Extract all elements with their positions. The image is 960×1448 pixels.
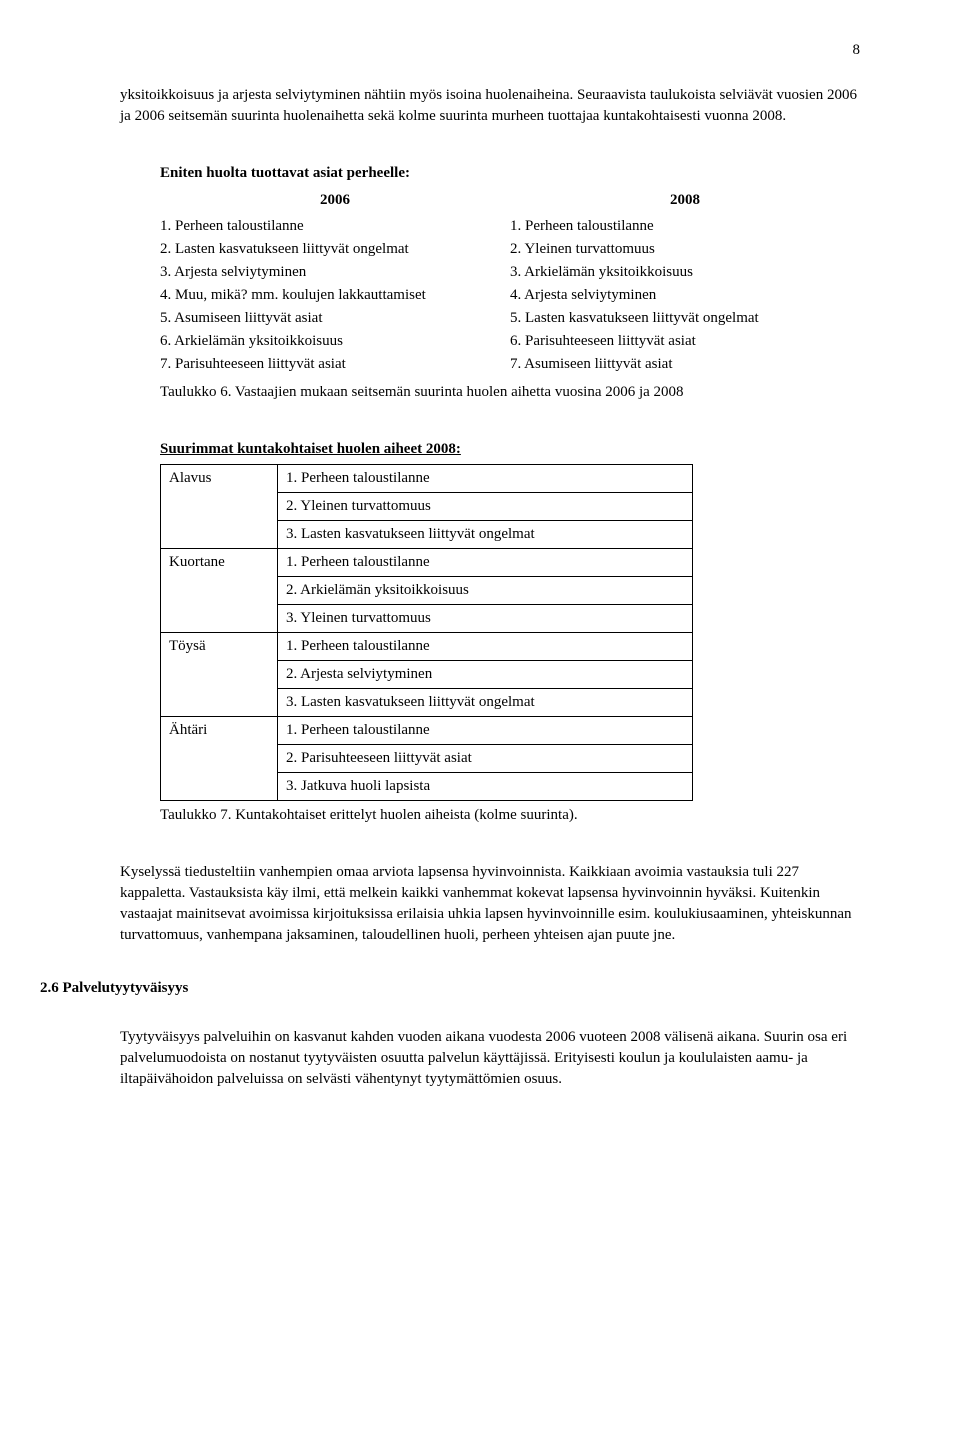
table-row: Alavus 1. Perheen taloustilanne [161,465,693,493]
eniten-col-2006: 2006 1. Perheen taloustilanne 2. Lasten … [160,190,510,376]
list-item: 5. Asumiseen liittyvät asiat [160,307,510,330]
list-item: 3. Arjesta selviytyminen [160,261,510,284]
list-item: 6. Arkielämän yksitoikkoisuus [160,330,510,353]
kunta-label: Alavus [161,465,278,549]
survey-paragraph: Kyselyssä tiedusteltiin vanhempien omaa … [120,862,860,946]
eniten-title: Eniten huolta tuottavat asiat perheelle: [160,163,860,184]
list-item: 4. Muu, mikä? mm. koulujen lakkauttamise… [160,284,510,307]
table-row: Ähtäri 1. Perheen taloustilanne [161,717,693,745]
list-item: 7. Parisuhteeseen liittyvät asiat [160,353,510,376]
tyytyvaisyys-paragraph: Tyytyväisyys palveluihin on kasvanut kah… [120,1027,860,1090]
page-number: 8 [120,40,860,61]
table-row: Töysä 1. Perheen taloustilanne [161,633,693,661]
kunta-cell: 1. Perheen taloustilanne [277,717,692,745]
list-item: 2. Yleinen turvattomuus [510,238,860,261]
kunta-cell: 3. Jatkuva huoli lapsista [277,773,692,801]
list-item: 7. Asumiseen liittyvät asiat [510,353,860,376]
list-item: 6. Parisuhteeseen liittyvät asiat [510,330,860,353]
intro-paragraph: yksitoikkoisuus ja arjesta selviytyminen… [120,85,860,127]
section-heading-2-6: 2.6 Palvelutyytyväisyys [40,978,860,999]
year-2008: 2008 [510,190,860,211]
list-item: 2. Lasten kasvatukseen liittyvät ongelma… [160,238,510,261]
eniten-columns: 2006 1. Perheen taloustilanne 2. Lasten … [160,190,860,376]
list-item: 1. Perheen taloustilanne [510,215,860,238]
kunta-title: Suurimmat kuntakohtaiset huolen aiheet 2… [160,439,860,460]
year-2006: 2006 [160,190,510,211]
list-item: 1. Perheen taloustilanne [160,215,510,238]
kunta-cell: 2. Arjesta selviytyminen [277,661,692,689]
list-item: 5. Lasten kasvatukseen liittyvät ongelma… [510,307,860,330]
kunta-cell: 3. Lasten kasvatukseen liittyvät ongelma… [277,689,692,717]
kunta-cell: 2. Yleinen turvattomuus [277,493,692,521]
list-item: 4. Arjesta selviytyminen [510,284,860,307]
kunta-table: Alavus 1. Perheen taloustilanne 2. Ylein… [160,464,693,801]
kunta-cell: 2. Parisuhteeseen liittyvät asiat [277,745,692,773]
kunta-cell: 1. Perheen taloustilanne [277,549,692,577]
table6-caption: Taulukko 6. Vastaajien mukaan seitsemän … [160,382,860,403]
kunta-label: Kuortane [161,549,278,633]
kunta-label: Ähtäri [161,717,278,801]
kunta-cell: 1. Perheen taloustilanne [277,465,692,493]
kunta-cell: 1. Perheen taloustilanne [277,633,692,661]
kunta-cell: 3. Yleinen turvattomuus [277,605,692,633]
table-row: Kuortane 1. Perheen taloustilanne [161,549,693,577]
eniten-col-2008: 2008 1. Perheen taloustilanne 2. Yleinen… [510,190,860,376]
kunta-cell: 2. Arkielämän yksitoikkoisuus [277,577,692,605]
list-item: 3. Arkielämän yksitoikkoisuus [510,261,860,284]
table7-caption: Taulukko 7. Kuntakohtaiset erittelyt huo… [160,805,860,826]
kunta-cell: 3. Lasten kasvatukseen liittyvät ongelma… [277,521,692,549]
kunta-label: Töysä [161,633,278,717]
